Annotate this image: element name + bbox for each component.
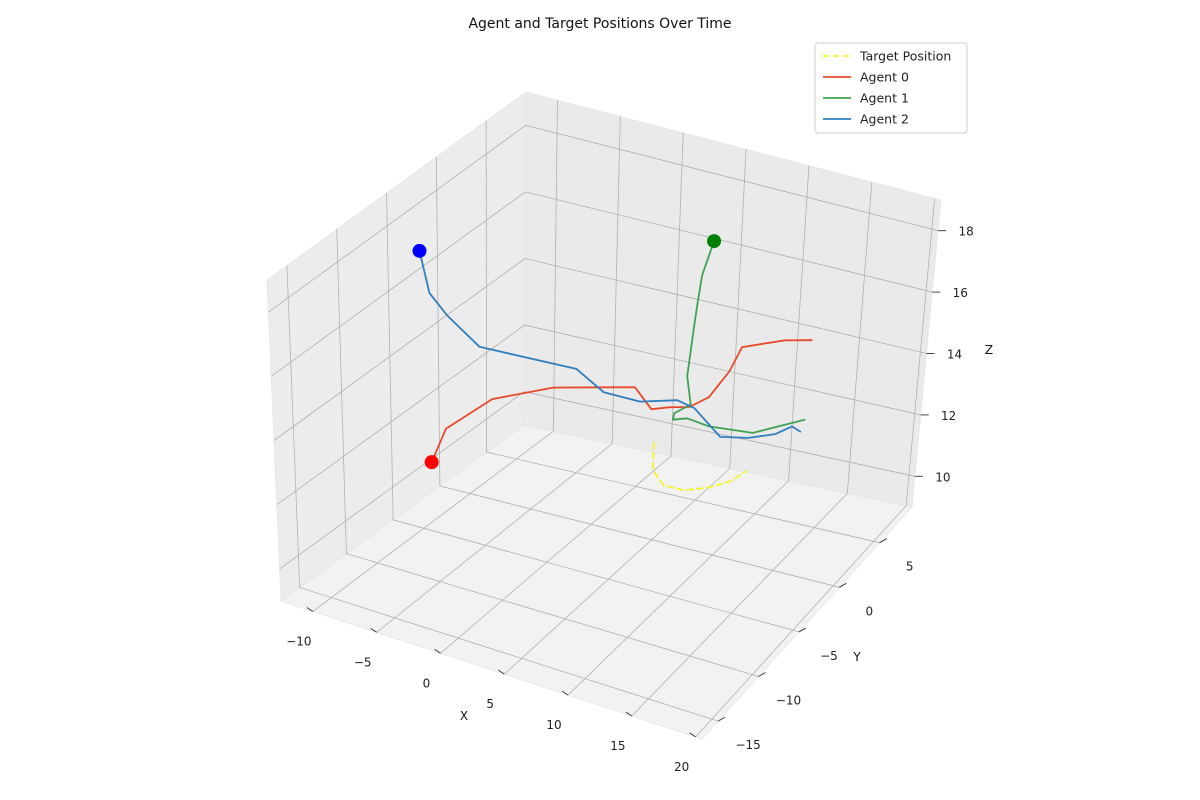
z-grid-line	[268, 124, 939, 313]
legend: Target Position Agent 0 Agent 1 Agent 2	[814, 42, 968, 134]
axis-panes	[266, 91, 942, 740]
y-tick-mark	[758, 672, 766, 677]
x-grid-line	[440, 132, 684, 654]
legend-label-1: Agent 0	[860, 70, 909, 85]
y-tick-mark	[839, 582, 847, 588]
series-line-0	[651, 441, 748, 492]
z-tick-label: 10	[935, 470, 950, 484]
series-line-2	[672, 240, 806, 434]
z-grid-line	[270, 191, 933, 377]
z-axis-label: Z	[985, 343, 993, 357]
x-tick-mark	[689, 732, 696, 738]
legend-label-2: Agent 1	[860, 91, 909, 106]
legend-box	[814, 42, 968, 134]
z-tick-label: 18	[958, 225, 973, 239]
legend-label-0: Target Position	[859, 49, 951, 64]
x-tick-label: −10	[286, 634, 311, 648]
x-grid-line	[567, 165, 810, 696]
start-marker-3	[412, 243, 427, 258]
x-grid-line	[695, 198, 936, 738]
y-tick-label: −5	[820, 649, 838, 663]
x-axis-label: X	[460, 709, 468, 723]
start-marker-1	[424, 455, 439, 470]
y-grid-line	[386, 193, 800, 633]
back-wall-pane	[523, 91, 942, 508]
z-grid-line	[279, 391, 915, 570]
x-tick-mark	[434, 648, 441, 654]
y-tick-label: 0	[865, 604, 873, 618]
z-tick-label: 14	[947, 348, 962, 362]
series-line-1	[430, 339, 813, 464]
x-tick-label: 10	[546, 718, 561, 732]
x-tick-label: 15	[610, 739, 625, 753]
x-grid-line	[503, 149, 747, 675]
y-axis-label: Y	[852, 650, 861, 664]
x-tick-label: −5	[354, 655, 372, 669]
y-tick-label: 5	[906, 560, 914, 574]
y-tick-label: −10	[776, 694, 801, 708]
x-tick-label: 20	[674, 760, 689, 774]
x-tick-mark	[306, 607, 314, 612]
start-marker-2	[707, 234, 722, 249]
z-grid-line	[276, 324, 921, 506]
x-tick-label: 5	[486, 697, 494, 711]
x-tick-mark	[498, 669, 505, 675]
x-tick-mark	[370, 627, 377, 633]
x-grid-line	[312, 100, 558, 612]
z-grid-line	[273, 258, 927, 441]
grid-lines	[268, 100, 939, 738]
z-tick-label: 12	[941, 409, 956, 423]
x-tick-mark	[625, 711, 633, 717]
x-grid-line	[376, 116, 621, 633]
x-tick-mark	[561, 690, 569, 696]
series-line-3	[418, 249, 802, 439]
y-grid-line	[485, 120, 880, 544]
y-tick-mark	[798, 627, 807, 633]
series-layer	[412, 234, 813, 492]
y-grid-line	[336, 229, 759, 677]
tick-marks	[306, 230, 947, 738]
y-tick-label: −15	[735, 738, 760, 752]
tick-labels: −10 −5 0 5 10 15 20 −15 −10 −5 0 5 10 12 14 16 18	[286, 225, 974, 774]
chart-title: Agent and Target Positions Over Time	[468, 16, 731, 32]
z-tick-label: 16	[953, 286, 968, 300]
y-tick-mark	[879, 538, 887, 544]
x-tick-label: 0	[423, 676, 431, 690]
y-grid-line	[286, 265, 719, 722]
y-tick-mark	[717, 716, 726, 722]
legend-label-3: Agent 2	[860, 112, 909, 127]
x-grid-line	[631, 181, 873, 717]
y-grid-line	[435, 157, 840, 588]
